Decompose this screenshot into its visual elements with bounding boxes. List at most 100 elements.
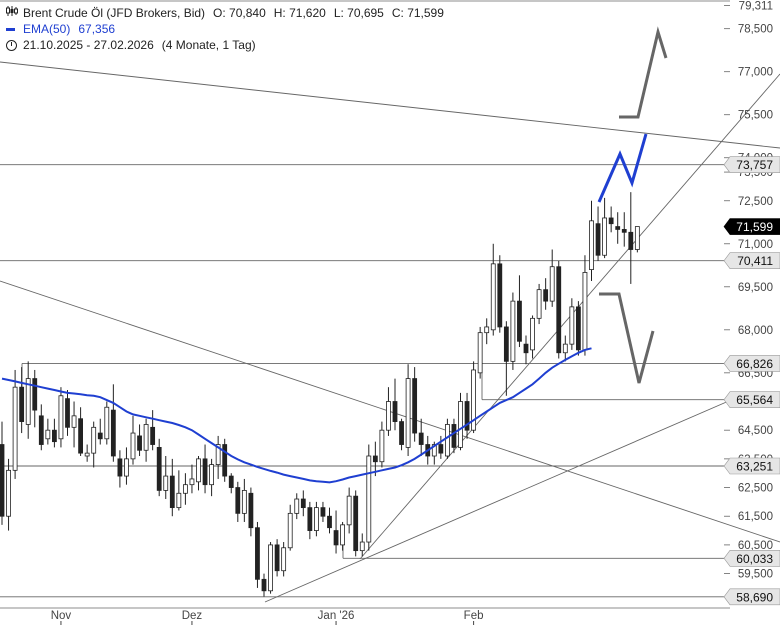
candle: [222, 438, 228, 482]
candle-body: [451, 424, 457, 448]
candle-body: [71, 415, 77, 428]
candle: [268, 542, 273, 594]
candle: [215, 435, 221, 479]
candle-body: [621, 229, 627, 233]
candle-body: [268, 544, 273, 592]
candle-body: [52, 429, 57, 443]
y-tick-label: 60,500: [738, 540, 773, 552]
candle-body: [543, 289, 549, 302]
y-tick-label: 75,500: [738, 110, 773, 122]
y-tick-label: 71,000: [738, 239, 773, 251]
candle: [137, 424, 142, 456]
candle-body: [189, 478, 195, 486]
candle-body: [156, 446, 162, 491]
candle-body: [261, 578, 267, 592]
candle-body: [281, 547, 287, 572]
candle-body: [65, 398, 70, 428]
candle-body: [228, 475, 234, 488]
candle: [405, 364, 411, 456]
candle: [91, 421, 97, 468]
candle-body: [117, 458, 123, 477]
candle: [634, 226, 640, 253]
candlestick-icon: [6, 5, 18, 21]
candle-body: [58, 395, 64, 440]
candle: [327, 507, 332, 534]
candle: [595, 206, 601, 261]
candle: [602, 197, 607, 259]
price-tag: 60,033: [723, 549, 780, 567]
candle: [235, 481, 241, 522]
candle-body: [235, 487, 241, 514]
y-axis: 79,31178,50077,00075,50074,00073,50072,5…: [724, 0, 773, 581]
candle-body: [307, 507, 313, 531]
y-tick-label: 77,000: [738, 67, 773, 79]
candle-body: [91, 426, 97, 454]
candle-body: [6, 469, 11, 517]
candle: [19, 367, 25, 434]
chart-legend: Brent Crude Öl (JFD Brokers, Bid) O: 70,…: [6, 5, 444, 53]
candle: [549, 249, 555, 307]
ema50-line: [1, 347, 592, 484]
y-tick-label: 78,500: [738, 24, 773, 36]
candle: [84, 444, 90, 462]
scenario-bullish-blue: [597, 133, 648, 203]
candle: [261, 573, 267, 597]
x-tick-label: Dez: [182, 610, 203, 622]
candle-body: [438, 444, 444, 454]
candle-body: [19, 386, 25, 422]
candle-body: [327, 515, 332, 529]
candle: [110, 384, 116, 462]
price-tag-box: [723, 156, 780, 174]
price-tag-box: [723, 391, 780, 408]
candle-body: [255, 527, 260, 580]
trendline-lower-support: [264, 396, 739, 603]
candle: [320, 501, 326, 522]
candle: [451, 418, 457, 454]
candle: [615, 212, 621, 244]
candle: [484, 318, 490, 345]
candle: [71, 401, 77, 448]
candle-body: [32, 378, 38, 411]
candle: [372, 441, 378, 477]
candle-body: [320, 507, 326, 517]
candle: [608, 206, 614, 233]
candle: [523, 335, 529, 365]
candle: [379, 421, 385, 468]
candle: [366, 444, 372, 551]
candle: [399, 418, 404, 451]
candle-body: [38, 415, 44, 445]
candle: [497, 255, 503, 333]
legend-instrument-row: Brent Crude Öl (JFD Brokers, Bid) O: 70,…: [6, 5, 444, 21]
price-tag-box: [723, 355, 780, 372]
candle-body: [359, 541, 365, 552]
price-tag: 58,690: [723, 588, 780, 606]
candle-body: [241, 490, 247, 514]
candle: [104, 401, 110, 445]
candle: [38, 404, 44, 451]
candle-body: [163, 475, 169, 491]
candle-body: [595, 223, 601, 256]
candlesticks: [0, 192, 640, 597]
candle-body: [84, 452, 90, 457]
candle: [58, 387, 64, 448]
candle: [255, 521, 260, 588]
candle-body: [484, 326, 490, 334]
candle: [0, 421, 5, 525]
candle-body: [169, 475, 175, 509]
candle: [464, 392, 470, 439]
candle-body: [497, 263, 503, 328]
candle-body: [628, 231, 634, 250]
candle-body: [222, 444, 228, 477]
candle-body: [399, 421, 404, 445]
ohlc-open: O: 70,840: [213, 6, 266, 20]
candle: [156, 438, 162, 497]
candle: [6, 458, 11, 531]
scenario-bearish-gray: [599, 292, 655, 384]
price-tag-label: 60,033: [736, 552, 773, 566]
candle: [163, 456, 169, 500]
price-tag-label: 65,564: [736, 393, 773, 407]
candle-body: [366, 455, 372, 543]
candle: [52, 418, 57, 448]
candle: [124, 447, 129, 485]
